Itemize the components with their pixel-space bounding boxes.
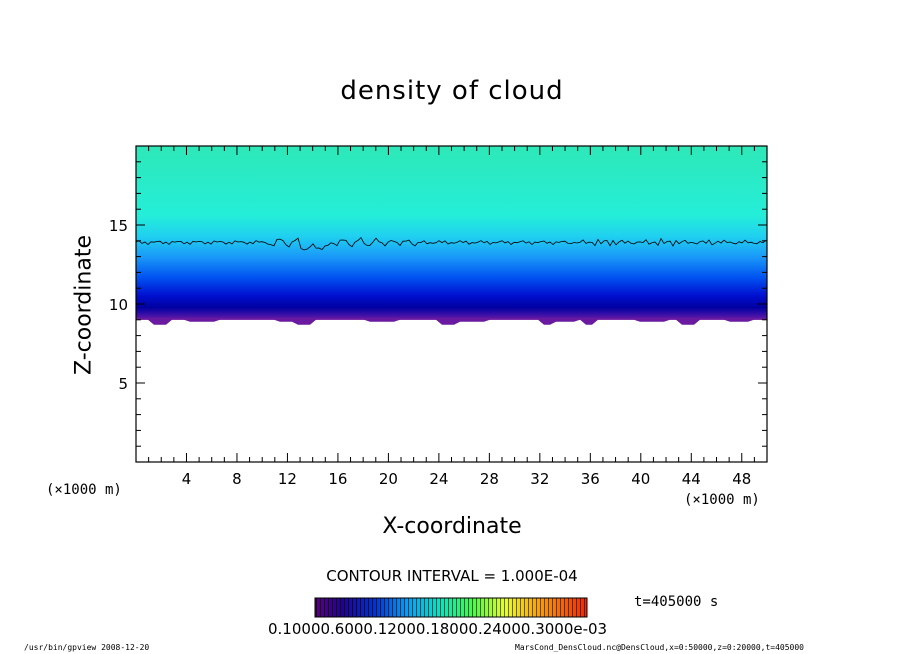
x-tick-label: 40 [631, 470, 650, 488]
plot-area [136, 146, 767, 325]
y-tick-label: 5 [118, 375, 128, 393]
x-tick-label: 48 [732, 470, 751, 488]
y-tick-label: 10 [109, 296, 128, 314]
x-unit-label-left: (×1000 m) [46, 482, 122, 498]
x-tick-label: 16 [328, 470, 347, 488]
x-unit-label-right: (×1000 m) [684, 492, 760, 508]
y-axis-label: Z-coordinate [71, 235, 97, 375]
x-tick-label: 36 [581, 470, 600, 488]
x-axis-label: X-coordinate [382, 514, 522, 539]
chart-title: density of cloud [340, 76, 564, 106]
x-tick-label: 8 [232, 470, 242, 488]
x-tick-label: 32 [530, 470, 549, 488]
x-tick-label: 4 [182, 470, 192, 488]
contour-interval-label: CONTOUR INTERVAL = 1.000E-04 [326, 567, 578, 585]
colorbar [314, 597, 588, 618]
x-tick-label: 28 [480, 470, 499, 488]
colorbar-frame [314, 597, 588, 618]
x-tick-label: 24 [429, 470, 448, 488]
footer-left: /usr/bin/gpview 2008-12-20 [24, 643, 150, 652]
x-tick-label: 12 [278, 470, 297, 488]
y-tick-label: 15 [109, 217, 128, 235]
cloud-base-fringe [136, 317, 767, 325]
colorbar-labels: 0.10000.6000.12000.18000.24000.3000e-03 [268, 620, 608, 638]
colorbar-stripes [315, 598, 587, 617]
x-tick-label: 20 [379, 470, 398, 488]
axis-ticks [136, 146, 767, 462]
x-tick-label: 44 [682, 470, 701, 488]
time-label: t=405000 s [634, 594, 719, 610]
contour-line [136, 236, 767, 251]
footer-right: MarsCond_DensCloud.nc@DensCloud,x=0:5000… [515, 643, 804, 652]
cloud-density-field [136, 146, 767, 320]
